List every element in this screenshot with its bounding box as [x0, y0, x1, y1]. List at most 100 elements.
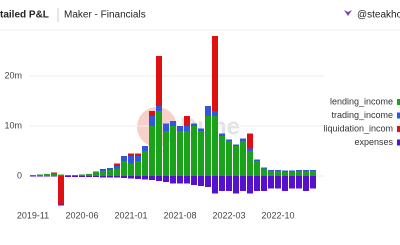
bar-segment [184, 131, 190, 176]
bar-segment [135, 156, 141, 161]
bar-segment [86, 176, 92, 177]
bar-segment [296, 176, 302, 189]
bar-segment [212, 36, 218, 111]
bar-segment [121, 156, 127, 161]
bar-segment [156, 111, 162, 176]
x-tick-label: 2021-01 [114, 210, 147, 220]
header-subtitle: Maker - Financials [64, 10, 146, 21]
bar-segment [254, 176, 260, 191]
bar-segment [268, 176, 274, 189]
bar-segment [205, 106, 211, 116]
bar-segment [93, 176, 99, 177]
bar-segment [114, 176, 120, 178]
bar-segment [240, 141, 246, 176]
bar-segment [156, 106, 162, 111]
bar-segment [58, 176, 64, 205]
bar-segment [100, 169, 106, 171]
legend-label: liquidation_incom [323, 123, 393, 133]
x-tick-label: 2019-11 [17, 210, 49, 220]
bar-segment [30, 176, 36, 177]
bar-segment [254, 161, 260, 176]
bar-segment [191, 126, 197, 176]
y-tick-label: 20m [4, 70, 22, 80]
x-tick-label: 2021-08 [163, 210, 196, 220]
bar-segment [219, 133, 225, 136]
bar-segment [247, 148, 253, 151]
bar-segment [163, 131, 169, 176]
header-author: @steakho [357, 10, 400, 21]
bar-segment [79, 176, 85, 177]
bar-segment [93, 172, 99, 176]
header-title: tailed P&L [0, 10, 49, 21]
bar-segment [177, 131, 183, 176]
bar-segment [198, 176, 204, 186]
bar-segment [37, 176, 43, 177]
y-tick-label: 10m [4, 120, 22, 130]
bar-segment [128, 176, 134, 179]
legend-swatch [397, 99, 400, 105]
bar-segment [233, 146, 239, 176]
bar-segment [79, 174, 85, 176]
bar-segment [289, 172, 295, 176]
bar-segment [303, 171, 309, 176]
bar-segment [44, 174, 50, 176]
bar-segment [114, 168, 120, 176]
bar-segment [310, 170, 316, 171]
bar-segment [58, 174, 64, 176]
bar-segment [275, 170, 281, 171]
bar-segment [170, 121, 176, 126]
bar-segment [149, 176, 155, 180]
bar-segment [121, 161, 127, 176]
bar-segment [268, 171, 274, 176]
bar-segment [72, 176, 78, 177]
bar-segment [177, 126, 183, 131]
bar-segment [100, 171, 106, 176]
bar-segment [282, 172, 288, 176]
author-icon [344, 10, 352, 16]
bar-segment [121, 176, 127, 178]
bar-segment [170, 126, 176, 176]
legend-swatch [397, 139, 400, 146]
bar-segment [212, 111, 218, 116]
bar-segment [107, 176, 113, 178]
bar-segment [191, 123, 197, 126]
bar-segment [296, 170, 302, 171]
bar-segment [114, 163, 120, 166]
bar-segment [219, 176, 225, 191]
bar-segment [114, 166, 120, 169]
bar-segment [107, 168, 113, 170]
bar-segment [86, 174, 92, 176]
chart: tailed P&L Maker - Financials @steakho D… [0, 8, 400, 220]
bar-segment [184, 116, 190, 126]
bar-segment [282, 170, 288, 172]
bar-segment [310, 171, 316, 176]
bar-segment [275, 176, 281, 189]
bar-segment [163, 176, 169, 182]
bar-segment [142, 151, 148, 176]
bar-segment [254, 159, 260, 161]
bar-segment [100, 176, 106, 178]
bar-segment [289, 170, 295, 172]
bar-segment [212, 176, 218, 194]
bar-segment [289, 176, 295, 189]
bar-segment [205, 116, 211, 176]
bar-segment [135, 153, 141, 156]
bar-segment [226, 139, 232, 141]
y-tick-label: 0 [17, 170, 22, 180]
bar-segment [303, 170, 309, 171]
bar-segment [233, 144, 239, 146]
bar-segment [149, 116, 155, 126]
legend-swatch [397, 112, 400, 119]
bar-segment [128, 163, 134, 176]
legend-label: lending_income [330, 96, 393, 106]
bar-segment [135, 161, 141, 176]
bar-segment [107, 170, 113, 176]
legend-swatch [397, 126, 400, 132]
bar-segment [191, 176, 197, 185]
bar-segment [282, 176, 288, 191]
bar-segment [310, 176, 316, 189]
bar-segment [149, 126, 155, 176]
bar-segment [177, 176, 183, 184]
bar-segment [303, 176, 309, 191]
bar-segment [58, 204, 64, 206]
